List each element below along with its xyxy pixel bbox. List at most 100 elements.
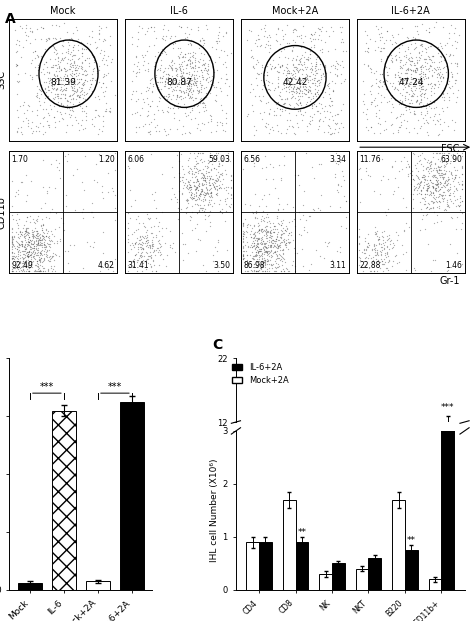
Point bbox=[406, 222, 413, 232]
Point bbox=[264, 227, 271, 237]
Point bbox=[290, 87, 298, 97]
Point bbox=[16, 232, 24, 242]
Point bbox=[251, 243, 259, 253]
Point bbox=[178, 229, 185, 238]
Point bbox=[286, 116, 294, 125]
Point bbox=[240, 219, 247, 229]
Point bbox=[54, 52, 62, 62]
Point bbox=[303, 125, 311, 135]
Point bbox=[409, 91, 416, 101]
Point bbox=[373, 230, 381, 240]
Point bbox=[214, 33, 222, 43]
Point bbox=[266, 217, 273, 227]
Point bbox=[299, 261, 307, 271]
Point bbox=[440, 168, 447, 178]
Point bbox=[217, 117, 224, 127]
Point bbox=[416, 97, 424, 107]
Point bbox=[204, 65, 212, 75]
Point bbox=[424, 52, 431, 61]
Point bbox=[184, 161, 191, 171]
Point bbox=[267, 240, 275, 250]
Point bbox=[217, 183, 225, 193]
Point bbox=[293, 65, 301, 75]
Point bbox=[204, 199, 211, 209]
Point bbox=[261, 20, 268, 30]
Point bbox=[398, 120, 405, 130]
Point bbox=[45, 34, 53, 43]
Point bbox=[147, 252, 155, 261]
Point bbox=[31, 253, 38, 263]
Point bbox=[264, 259, 272, 269]
Point bbox=[253, 240, 261, 250]
Point bbox=[405, 79, 413, 89]
Point bbox=[420, 199, 428, 209]
Point bbox=[192, 182, 200, 192]
Point bbox=[296, 84, 303, 94]
Point bbox=[166, 61, 173, 71]
Point bbox=[50, 250, 57, 260]
Bar bbox=[441, 0, 454, 590]
Point bbox=[413, 55, 421, 65]
Point bbox=[240, 252, 247, 261]
Point bbox=[430, 193, 438, 203]
Point bbox=[76, 87, 83, 97]
Point bbox=[436, 184, 444, 194]
Point bbox=[381, 257, 389, 267]
Point bbox=[172, 82, 179, 92]
Point bbox=[202, 65, 210, 75]
Point bbox=[155, 105, 162, 115]
Point bbox=[277, 266, 284, 276]
Point bbox=[202, 104, 210, 114]
Point bbox=[253, 266, 260, 276]
Point bbox=[280, 44, 288, 54]
Point bbox=[95, 94, 103, 104]
Point bbox=[20, 247, 27, 256]
Point bbox=[172, 76, 179, 86]
Point bbox=[444, 78, 451, 88]
Point bbox=[170, 113, 178, 123]
Point bbox=[166, 79, 173, 89]
Point bbox=[240, 228, 247, 238]
Point bbox=[272, 61, 279, 71]
Point bbox=[184, 91, 192, 101]
Point bbox=[199, 164, 207, 174]
Text: 1.70: 1.70 bbox=[12, 155, 28, 163]
Point bbox=[246, 250, 254, 260]
Point bbox=[214, 246, 221, 256]
Point bbox=[312, 101, 319, 111]
Point bbox=[28, 106, 36, 116]
Point bbox=[265, 109, 273, 119]
Point bbox=[319, 68, 327, 78]
Point bbox=[265, 235, 273, 245]
Point bbox=[106, 107, 114, 117]
Point bbox=[283, 93, 291, 102]
Point bbox=[398, 240, 406, 250]
Point bbox=[289, 74, 296, 84]
Point bbox=[301, 74, 308, 84]
Point bbox=[383, 68, 391, 78]
Point bbox=[303, 70, 311, 80]
Point bbox=[325, 237, 333, 247]
Point bbox=[124, 237, 131, 247]
Point bbox=[395, 257, 403, 267]
Point bbox=[246, 242, 254, 252]
Point bbox=[292, 55, 300, 65]
Point bbox=[262, 242, 269, 252]
Point bbox=[20, 220, 27, 230]
Point bbox=[240, 236, 247, 246]
Point bbox=[419, 161, 427, 171]
Point bbox=[442, 175, 449, 184]
Point bbox=[178, 129, 185, 139]
Point bbox=[302, 55, 310, 65]
Point bbox=[304, 77, 312, 87]
Point bbox=[332, 119, 340, 129]
Point bbox=[70, 89, 77, 99]
Point bbox=[444, 184, 451, 194]
Point bbox=[419, 182, 427, 192]
Point bbox=[263, 256, 271, 266]
Point bbox=[446, 49, 454, 59]
Point bbox=[409, 66, 416, 76]
Point bbox=[66, 64, 73, 74]
Point bbox=[25, 257, 33, 267]
Point bbox=[259, 227, 267, 237]
